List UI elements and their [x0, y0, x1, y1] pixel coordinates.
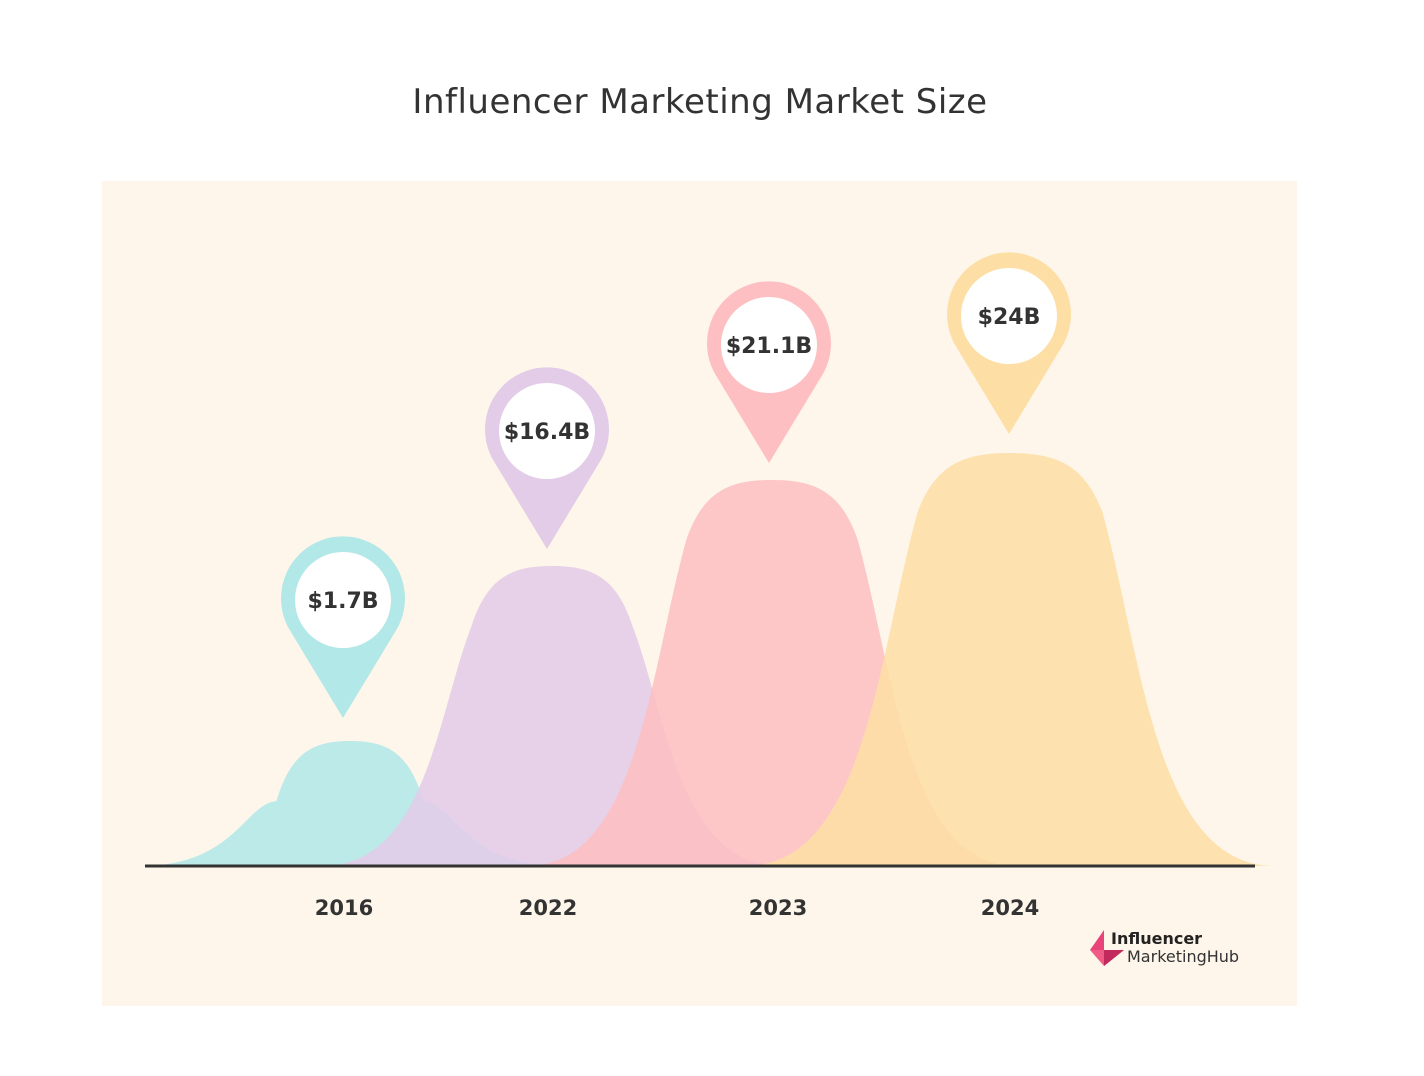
data-label: $21.1B — [726, 334, 812, 359]
data-label: $1.7B — [307, 589, 378, 614]
x-tick-label: 2016 — [315, 896, 373, 920]
pin-inner-circle — [295, 552, 391, 648]
pin-inner-circle — [961, 268, 1057, 364]
pin-inner-circle — [499, 383, 595, 479]
x-tick-label: 2023 — [749, 896, 807, 920]
logo-line2: MarketingHub — [1127, 947, 1239, 966]
bell-2024 — [745, 453, 1275, 866]
chart-title: Influencer Marketing Market Size — [412, 82, 988, 122]
data-label: $16.4B — [504, 420, 590, 445]
x-tick-label: 2022 — [519, 896, 577, 920]
data-label: $24B — [978, 305, 1041, 330]
logo-line1: Influencer — [1111, 929, 1202, 948]
logo: Influencer MarketingHub — [1090, 929, 1239, 966]
pin-inner-circle — [721, 297, 817, 393]
x-tick-label: 2024 — [981, 896, 1039, 920]
